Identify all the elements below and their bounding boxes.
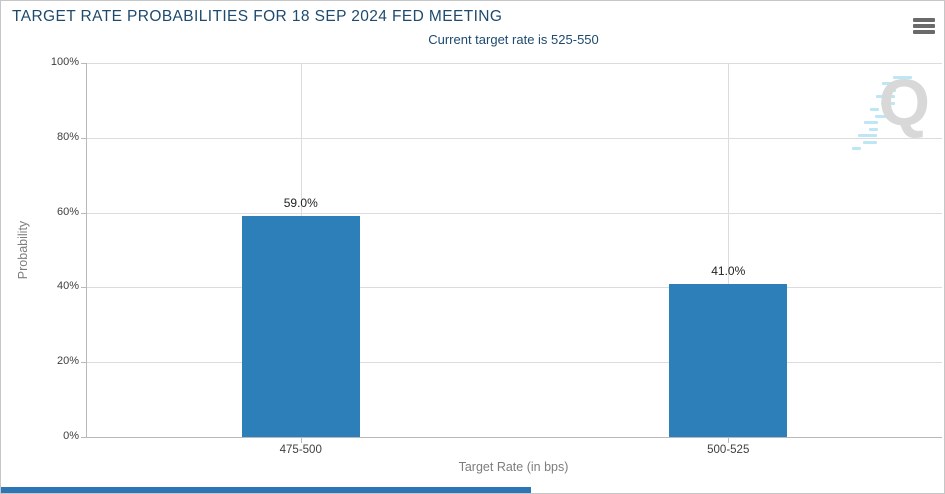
y-axis-title: Probability: [16, 220, 30, 280]
watermark-dash: [887, 88, 896, 92]
menu-button[interactable]: [911, 15, 937, 37]
bar-500-525[interactable]: [669, 283, 788, 437]
watermark-dash: [863, 140, 877, 144]
watermark-streak: [848, 67, 936, 155]
chart-subtitle: Current target rate is 525-550: [428, 32, 599, 47]
y-tick-label: 60%: [56, 205, 79, 218]
watermark-dash: [875, 114, 894, 118]
y-gridline: [87, 362, 942, 364]
x-tick-mark: [300, 437, 302, 443]
watermark-dash: [864, 121, 878, 124]
x-tick-mark: [728, 437, 730, 443]
watermark-dash: [882, 82, 896, 85]
y-tick-mark: [81, 137, 87, 139]
watermark-logo: Q: [848, 67, 936, 155]
y-tick-mark: [81, 287, 87, 289]
y-gridline: [87, 137, 942, 139]
plot-area: Q 0% 20% 40% 60% 80% 100% 59.0% 475-500 41.0% 500…: [51, 56, 942, 456]
y-tick-label: 40%: [56, 280, 79, 293]
watermark-dash: [852, 147, 861, 150]
x-axis-title: Target Rate (in bps): [458, 460, 569, 474]
y-tick-mark: [81, 63, 87, 64]
y-gridline: [87, 212, 942, 214]
y-tick-label: 20%: [56, 355, 79, 368]
y-tick-mark: [81, 212, 87, 214]
watermark-dash: [870, 108, 879, 111]
watermark-dash: [881, 101, 895, 105]
page-title: TARGET RATE PROBABILITIES FOR 18 SEP 202…: [12, 8, 503, 25]
x-tick-label: 500-525: [707, 444, 750, 456]
watermark-dash: [893, 75, 912, 79]
x-gridline: [728, 63, 730, 437]
x-tick-label: 475-500: [279, 444, 322, 456]
y-gridline: [87, 287, 942, 289]
watermark-dash: [869, 127, 878, 131]
bar-475-500[interactable]: [241, 216, 360, 437]
y-tick-label: 100%: [50, 56, 79, 68]
y-gridline: [87, 63, 942, 64]
bar-value-label: 41.0%: [711, 263, 746, 278]
y-tick-label: 80%: [56, 130, 79, 143]
y-tick-mark: [81, 362, 87, 364]
hamburger-icon: [913, 18, 935, 34]
watermark-q-letter: Q: [878, 65, 930, 139]
bar-value-label: 59.0%: [283, 196, 318, 211]
watermark-dash: [858, 134, 877, 137]
bottom-partial-panel: [1, 487, 531, 493]
watermark-dash: [876, 95, 895, 98]
y-tick-mark: [81, 437, 87, 438]
y-tick-label: 0%: [63, 430, 79, 442]
